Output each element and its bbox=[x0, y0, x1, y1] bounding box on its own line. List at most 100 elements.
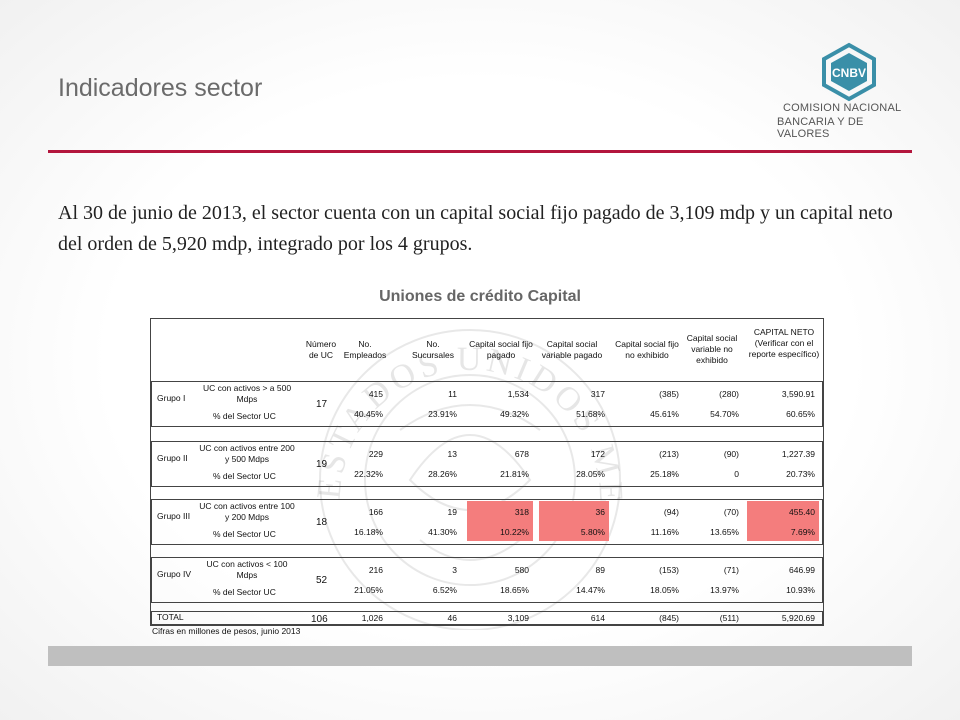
pct-cell: 7.69% bbox=[790, 527, 815, 537]
header-sucursales: No. Sucursales bbox=[411, 339, 455, 360]
value-cell: 1,227.39 bbox=[781, 449, 815, 459]
pct-cell: 10.22% bbox=[500, 527, 529, 537]
group-pct-label: % del Sector UC bbox=[213, 529, 276, 539]
pct-cell: 22.32% bbox=[354, 469, 383, 479]
pct-cell: 41.30% bbox=[428, 527, 457, 537]
pct-cell: 28.26% bbox=[428, 469, 457, 479]
total-num-uc: 106 bbox=[311, 614, 328, 625]
seal-watermark: ESTADOS UNIDOS MEXICANOS bbox=[300, 300, 625, 630]
group-pct-label: % del Sector UC bbox=[213, 587, 276, 597]
value-cell: (71) bbox=[723, 565, 739, 575]
pct-cell: 13.97% bbox=[710, 585, 739, 595]
table-title: Uniones de crédito Capital bbox=[379, 288, 581, 305]
value-cell: (153) bbox=[659, 565, 679, 575]
value-cell: 678 bbox=[514, 449, 529, 459]
value-cell: 216 bbox=[368, 565, 383, 575]
pct-cell: 13.65% bbox=[710, 527, 739, 537]
total-value-cell: 1,026 bbox=[361, 613, 383, 623]
header-variable-pagado: Capital social variable pagado bbox=[541, 339, 603, 360]
group-box bbox=[151, 557, 823, 603]
header-capital-neto: CAPITAL NETO (Verificar con el reporte e… bbox=[748, 327, 820, 359]
value-cell: 229 bbox=[368, 449, 383, 459]
header-empleados: No. Empleados bbox=[343, 339, 387, 360]
total-value-cell: (845) bbox=[659, 613, 679, 623]
group-description: UC con activos entre 200 y 500 Mdps bbox=[199, 443, 295, 464]
pct-cell: 60.65% bbox=[786, 409, 815, 419]
value-cell: 11 bbox=[448, 389, 457, 399]
total-value-cell: 614 bbox=[590, 613, 605, 623]
pct-cell: 23.91% bbox=[428, 409, 457, 419]
highlight-cell bbox=[467, 501, 533, 541]
value-cell: 646.99 bbox=[789, 565, 815, 575]
pct-cell: 0 bbox=[734, 469, 739, 479]
pct-cell: 20.73% bbox=[786, 469, 815, 479]
pct-cell: 14.47% bbox=[576, 585, 605, 595]
total-value-cell: 5,920.69 bbox=[781, 613, 815, 623]
slide-title: Indicadores sector bbox=[58, 74, 263, 102]
group-description: UC con activos > a 500 Mdps bbox=[202, 383, 292, 404]
group-num-uc: 52 bbox=[316, 575, 328, 586]
value-cell: (94) bbox=[663, 507, 679, 517]
table-footnote: Cifras en millones de pesos, junio 2013 bbox=[152, 626, 301, 636]
value-cell: (90) bbox=[723, 449, 739, 459]
value-cell: 36 bbox=[595, 507, 605, 517]
pct-cell: 40.45% bbox=[354, 409, 383, 419]
group-box bbox=[151, 441, 823, 487]
highlight-cell bbox=[539, 501, 609, 541]
footer-bar bbox=[48, 646, 912, 666]
pct-cell: 49.32% bbox=[500, 409, 529, 419]
capital-table: Número de UC No. Empleados No. Sucursale… bbox=[150, 318, 824, 626]
value-cell: 3,590.91 bbox=[781, 389, 815, 399]
value-cell: 13 bbox=[447, 449, 457, 459]
value-cell: 580 bbox=[514, 565, 529, 575]
svg-text:CNBV: CNBV bbox=[832, 66, 866, 80]
pct-cell: 21.81% bbox=[500, 469, 529, 479]
group-num-uc: 18 bbox=[316, 517, 328, 528]
title-divider bbox=[48, 150, 912, 153]
cnbv-logo-icon: CNBV bbox=[822, 42, 876, 102]
total-row-box bbox=[151, 611, 823, 625]
group-box bbox=[151, 499, 823, 545]
value-cell: 166 bbox=[368, 507, 383, 517]
value-cell: 89 bbox=[595, 565, 605, 575]
group-name: Grupo III bbox=[157, 511, 191, 521]
value-cell: (385) bbox=[659, 389, 679, 399]
summary-paragraph: Al 30 de junio de 2013, el sector cuenta… bbox=[58, 202, 893, 255]
value-cell: 415 bbox=[368, 389, 383, 399]
value-cell: 317 bbox=[590, 389, 605, 399]
group-name: Grupo I bbox=[157, 393, 186, 403]
group-name: Grupo IV bbox=[157, 569, 192, 579]
total-value-cell: (511) bbox=[719, 613, 739, 623]
pct-cell: 18.05% bbox=[650, 585, 679, 595]
total-value-cell: 46 bbox=[447, 613, 457, 623]
value-cell: 318 bbox=[514, 507, 529, 517]
highlight-cell bbox=[747, 501, 819, 541]
group-name: Grupo II bbox=[157, 453, 188, 463]
pct-cell: 6.52% bbox=[432, 585, 457, 595]
value-cell: (70) bbox=[723, 507, 739, 517]
header-fijo-no-exhibido: Capital social fijo no exhibido bbox=[615, 339, 679, 360]
header-num-uc: Número de UC bbox=[305, 339, 337, 360]
pct-cell: 18.65% bbox=[500, 585, 529, 595]
pct-cell: 16.18% bbox=[354, 527, 383, 537]
pct-cell: 5.80% bbox=[580, 527, 605, 537]
value-cell: (213) bbox=[659, 449, 679, 459]
pct-cell: 45.61% bbox=[650, 409, 679, 419]
logo-line-2: BANCARIA Y DE VALORES bbox=[777, 116, 864, 140]
header-variable-no-exhibido: Capital social variable no exhibido bbox=[686, 333, 738, 365]
cnbv-logo: CNBV COMISION NACIONAL BANCARIA Y DE VAL… bbox=[775, 42, 915, 140]
group-description: UC con activos entre 100 y 200 Mdps bbox=[199, 501, 295, 522]
value-cell: (280) bbox=[719, 389, 739, 399]
header-fijo-pagado: Capital social fijo pagado bbox=[469, 339, 533, 360]
group-pct-label: % del Sector UC bbox=[213, 471, 276, 481]
group-description: UC con activos < 100 Mdps bbox=[206, 559, 288, 580]
total-label: TOTAL bbox=[157, 612, 184, 622]
group-pct-label: % del Sector UC bbox=[213, 411, 276, 421]
value-cell: 19 bbox=[447, 507, 457, 517]
group-box bbox=[151, 381, 823, 427]
group-num-uc: 17 bbox=[316, 399, 328, 410]
pct-cell: 54.70% bbox=[710, 409, 739, 419]
pct-cell: 21.05% bbox=[354, 585, 383, 595]
group-num-uc: 19 bbox=[316, 459, 328, 470]
